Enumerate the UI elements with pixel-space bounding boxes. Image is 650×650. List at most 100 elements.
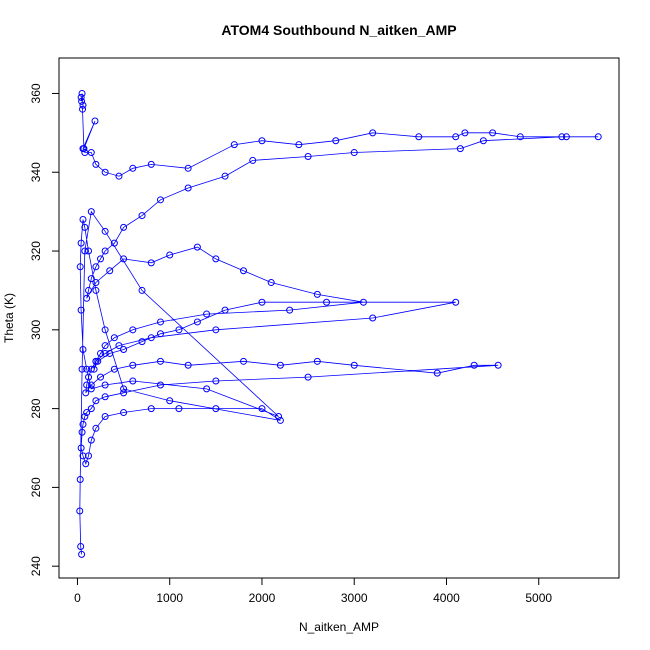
data-point (359, 298, 367, 306)
data-point (77, 542, 85, 550)
data-point (138, 212, 146, 220)
data-point (78, 89, 86, 97)
data-point (489, 129, 497, 137)
data-point (101, 393, 109, 401)
data-point (78, 97, 86, 105)
data-point (323, 298, 331, 306)
data-point (156, 196, 164, 204)
data-point (230, 141, 238, 149)
y-tick-label: 240 (29, 556, 43, 576)
data-point (101, 342, 109, 350)
data-point (276, 361, 284, 369)
data-point (313, 357, 321, 365)
data-point (147, 259, 155, 267)
data-point (87, 365, 95, 373)
chart-title: ATOM4 Southbound N_aitken_AMP (221, 22, 456, 38)
data-point (258, 298, 266, 306)
data-point (87, 436, 95, 444)
data-point (166, 397, 174, 405)
data-point (193, 243, 201, 251)
data-point (212, 255, 220, 263)
data-point (332, 137, 340, 145)
data-point (184, 361, 192, 369)
data-point (562, 133, 570, 141)
data-point (276, 416, 284, 424)
data-point (456, 145, 464, 153)
data-point (558, 133, 566, 141)
data-point (97, 349, 105, 357)
data-point (79, 101, 87, 109)
data-point (452, 133, 460, 141)
data-point (221, 306, 229, 314)
data-point (156, 330, 164, 338)
data-point (304, 152, 312, 160)
data-point (85, 286, 93, 294)
data-point (129, 164, 137, 172)
data-point (212, 405, 220, 413)
data-point (175, 405, 183, 413)
data-point (313, 290, 321, 298)
data-point (275, 412, 283, 420)
data-point (94, 357, 102, 365)
data-point (87, 149, 95, 157)
data-point (92, 279, 100, 287)
data-point (82, 389, 90, 397)
data-point (97, 373, 105, 381)
x-tick-label: 1000 (156, 591, 183, 605)
data-point (184, 184, 192, 192)
data-point (258, 137, 266, 145)
data-point (92, 357, 100, 365)
data-point (79, 145, 87, 153)
data-point (83, 365, 91, 373)
data-point (78, 550, 86, 558)
data-point (110, 334, 118, 342)
data-point (120, 385, 128, 393)
data-point (87, 405, 95, 413)
data-point (120, 346, 128, 354)
data-point (147, 334, 155, 342)
data-point (101, 412, 109, 420)
data-point (92, 397, 100, 405)
data-point (267, 279, 275, 287)
data-point (106, 267, 114, 275)
data-point (85, 452, 93, 460)
data-point (494, 361, 502, 369)
data-point (77, 444, 85, 452)
data-point (258, 405, 266, 413)
data-point (79, 420, 87, 428)
data-point (594, 133, 602, 141)
data-point (240, 267, 248, 275)
x-tick-label: 5000 (525, 591, 552, 605)
data-point (79, 346, 87, 354)
data-point (78, 365, 86, 373)
data-point (78, 428, 86, 436)
plot-frame (58, 57, 620, 579)
data-point (129, 361, 137, 369)
data-point (156, 318, 164, 326)
data-point (76, 476, 84, 484)
data-point (110, 365, 118, 373)
y-tick-label: 340 (29, 162, 43, 182)
data-point (81, 223, 89, 231)
data-point (92, 160, 100, 168)
data-point (92, 286, 100, 294)
x-tick-label: 3000 (341, 591, 368, 605)
data-point (120, 223, 128, 231)
data-point (101, 326, 109, 334)
data-point (120, 389, 128, 397)
data-point (166, 251, 174, 259)
data-point (97, 255, 105, 263)
data-point (92, 263, 100, 271)
data-point (147, 160, 155, 168)
x-axis-label: N_aitken_AMP (299, 620, 379, 634)
data-point (101, 227, 109, 235)
data-point (87, 208, 95, 216)
data-point (76, 507, 84, 515)
data-point (87, 275, 95, 283)
data-point (76, 263, 84, 271)
data-point (479, 137, 487, 145)
data-point (110, 239, 118, 247)
data-point (433, 369, 441, 377)
data-point (452, 298, 460, 306)
x-tick-label: 0 (74, 591, 81, 605)
